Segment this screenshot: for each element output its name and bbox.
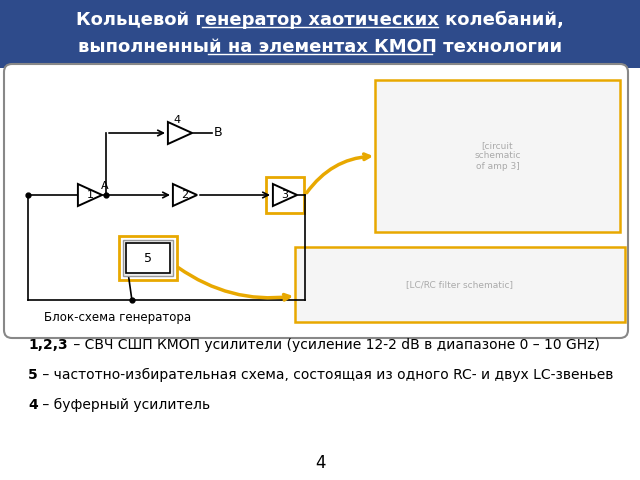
FancyBboxPatch shape <box>375 80 620 232</box>
Text: 1: 1 <box>86 190 93 200</box>
FancyBboxPatch shape <box>0 0 640 68</box>
Text: 4: 4 <box>28 398 38 412</box>
Polygon shape <box>273 184 297 206</box>
Text: 2: 2 <box>181 190 189 200</box>
FancyBboxPatch shape <box>126 243 170 273</box>
Text: выполненный на элементах КМОП технологии: выполненный на элементах КМОП технологии <box>78 38 562 56</box>
Polygon shape <box>168 122 192 144</box>
FancyBboxPatch shape <box>4 64 628 338</box>
Text: 1,2,3: 1,2,3 <box>28 338 68 352</box>
FancyBboxPatch shape <box>123 240 173 276</box>
Text: 4: 4 <box>315 454 325 472</box>
Polygon shape <box>173 184 197 206</box>
Polygon shape <box>78 184 102 206</box>
Text: Кольцевой генератор хаотических колебаний,: Кольцевой генератор хаотических колебани… <box>76 11 564 29</box>
Text: [LC/RC filter schematic]: [LC/RC filter schematic] <box>406 280 513 289</box>
Text: – частотно-избирательная схема, состоящая из одного RC- и двух LC-звеньев: – частотно-избирательная схема, состояща… <box>38 368 613 382</box>
Text: 5: 5 <box>144 252 152 264</box>
Text: 4: 4 <box>174 115 181 125</box>
Text: – буферный усилитель: – буферный усилитель <box>38 398 210 412</box>
Text: – СВЧ СШП КМОП усилители (усиление 12-2 dB в диапазоне 0 – 10 GHz): – СВЧ СШП КМОП усилители (усиление 12-2 … <box>69 338 600 352</box>
Text: B: B <box>214 127 223 140</box>
Text: Блок-схема генератора: Блок-схема генератора <box>44 312 191 324</box>
Text: [circuit
schematic
of amp 3]: [circuit schematic of amp 3] <box>474 141 521 171</box>
Text: A: A <box>101 181 109 191</box>
Text: 5: 5 <box>28 368 38 382</box>
FancyBboxPatch shape <box>295 247 625 322</box>
Text: 3: 3 <box>282 190 289 200</box>
